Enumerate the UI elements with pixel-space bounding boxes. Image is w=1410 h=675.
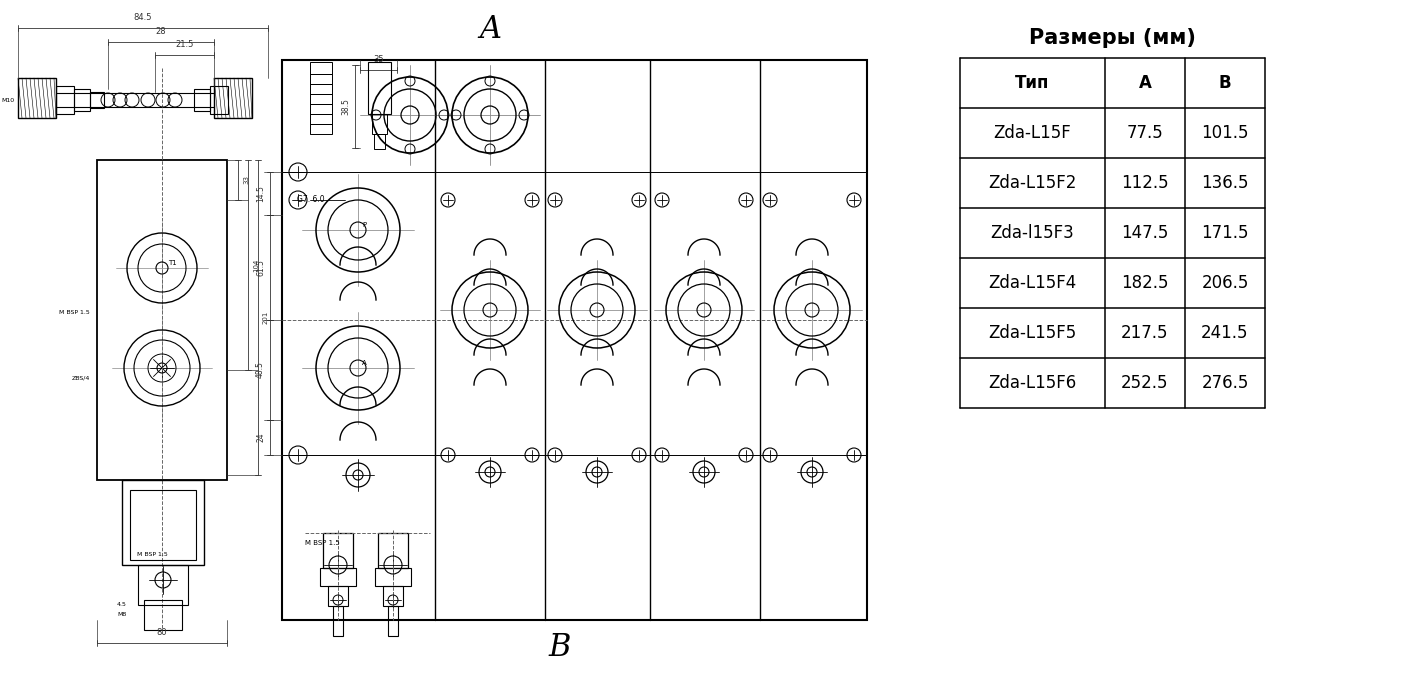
Bar [310, 94, 331, 104]
Text: 48.5: 48.5 [257, 362, 265, 379]
Text: 35: 35 [374, 55, 384, 64]
Text: M8: M8 [118, 612, 127, 618]
Text: M BSP 1.5: M BSP 1.5 [137, 551, 168, 556]
Text: Zda-L15F4: Zda-L15F4 [988, 274, 1077, 292]
Text: A: A [479, 14, 501, 45]
Text: 77.5: 77.5 [1127, 124, 1163, 142]
Text: Zda-L15F6: Zda-L15F6 [988, 374, 1077, 392]
Bar [214, 78, 252, 118]
Text: 24: 24 [257, 433, 265, 442]
Bar [378, 533, 407, 568]
Bar [97, 160, 227, 480]
Bar [130, 490, 196, 560]
Text: A: A [1138, 74, 1152, 92]
Text: T1: T1 [168, 260, 176, 266]
Bar [310, 84, 331, 94]
Bar [310, 62, 331, 74]
Text: 33: 33 [243, 176, 250, 184]
Bar [144, 600, 182, 630]
Text: 80: 80 [157, 628, 168, 637]
Bar [384, 586, 403, 606]
Text: Zda-L15F: Zda-L15F [994, 124, 1072, 142]
Bar [374, 134, 385, 149]
Text: 241.5: 241.5 [1201, 324, 1249, 342]
Bar [138, 565, 188, 605]
Text: 4.5: 4.5 [117, 603, 127, 608]
Bar [210, 86, 228, 114]
Bar [56, 86, 73, 114]
Text: 28: 28 [155, 27, 166, 36]
Bar [388, 606, 398, 636]
Text: Zda-L15F2: Zda-L15F2 [988, 174, 1077, 192]
Text: 252.5: 252.5 [1121, 374, 1169, 392]
Text: Zda-L15F5: Zda-L15F5 [988, 324, 1077, 342]
Bar [333, 606, 343, 636]
Text: G7. 6.0: G7. 6.0 [298, 196, 324, 205]
Text: 61.5: 61.5 [257, 259, 265, 276]
Text: 147.5: 147.5 [1121, 224, 1169, 242]
Text: ZBS/4: ZBS/4 [72, 375, 90, 381]
Text: 201: 201 [264, 310, 269, 324]
Bar [90, 92, 104, 108]
Text: 276.5: 276.5 [1201, 374, 1249, 392]
Text: 84.5: 84.5 [134, 13, 152, 22]
Text: M BSP 1.5: M BSP 1.5 [59, 310, 90, 315]
Bar [310, 124, 331, 134]
Bar [375, 568, 410, 586]
Bar [123, 480, 204, 565]
Text: M10: M10 [1, 97, 16, 103]
Bar [282, 60, 867, 620]
Bar [310, 114, 331, 124]
Text: 104: 104 [252, 259, 259, 272]
Text: 38.5: 38.5 [341, 98, 350, 115]
Text: M BSP 1.5: M BSP 1.5 [305, 540, 340, 546]
Bar [320, 568, 355, 586]
Bar [372, 114, 386, 134]
Text: 14.5: 14.5 [257, 185, 265, 202]
Bar [329, 586, 348, 606]
Text: Размеры (мм): Размеры (мм) [1029, 28, 1196, 48]
Text: 112.5: 112.5 [1121, 174, 1169, 192]
Text: 182.5: 182.5 [1121, 274, 1169, 292]
Text: Тип: Тип [1015, 74, 1049, 92]
Text: B: B [1218, 74, 1231, 92]
Text: B: B [548, 632, 571, 664]
Bar [73, 89, 90, 111]
Text: 136.5: 136.5 [1201, 174, 1249, 192]
Text: 171.5: 171.5 [1201, 224, 1249, 242]
Text: P: P [362, 222, 367, 228]
Text: 101.5: 101.5 [1201, 124, 1249, 142]
Bar [323, 533, 352, 568]
Bar [368, 62, 391, 114]
Text: A: A [362, 360, 367, 366]
Text: 206.5: 206.5 [1201, 274, 1249, 292]
Text: Zda-l15F3: Zda-l15F3 [991, 224, 1074, 242]
Bar [195, 89, 210, 111]
Text: 217.5: 217.5 [1121, 324, 1169, 342]
Text: 21.5: 21.5 [175, 40, 193, 49]
Bar [310, 74, 331, 84]
Bar [18, 78, 56, 118]
Bar [310, 104, 331, 114]
